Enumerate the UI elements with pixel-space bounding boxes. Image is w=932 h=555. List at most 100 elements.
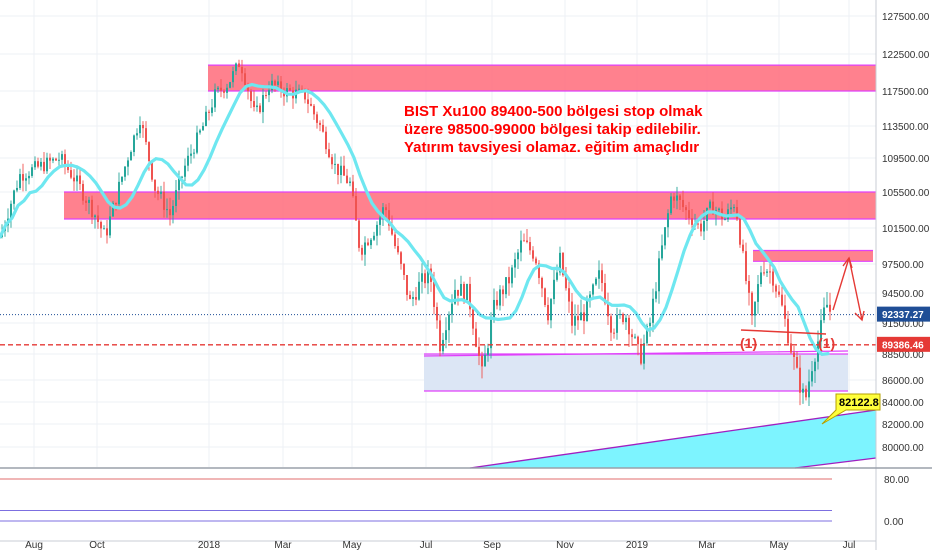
candle-body <box>781 294 783 306</box>
candle-body <box>730 207 732 210</box>
candle-body <box>640 344 642 364</box>
candle-body <box>97 215 99 222</box>
annotation-line-3: Yatırım tavsiyesi olamaz. eğitim amaçlıd… <box>404 139 699 156</box>
candle-body <box>370 239 372 246</box>
candle-body <box>814 361 816 372</box>
candle-body <box>481 355 483 367</box>
moving-average-line <box>0 82 830 356</box>
candle-body <box>682 199 684 208</box>
time-tick-label: Mar <box>698 540 716 550</box>
rising-channel-upper <box>469 409 877 469</box>
candle-body <box>220 87 222 91</box>
candle-body <box>61 154 63 160</box>
annotation-line-2: üzere 98500-99000 bölgesi takip edilebil… <box>404 121 701 138</box>
candle-body <box>460 283 462 296</box>
price-tick-label: 109500.00 <box>882 154 930 165</box>
candle-body <box>691 218 693 225</box>
candle-body <box>427 268 429 284</box>
time-tick-label: Jul <box>420 540 433 550</box>
candle-body <box>31 167 33 176</box>
indicator-tick-label: 0.00 <box>884 517 904 528</box>
candle-body <box>670 196 672 214</box>
candle-body <box>49 157 51 161</box>
candle-body <box>79 175 81 184</box>
candle-body <box>766 271 768 273</box>
candle-body <box>571 301 573 326</box>
candle-body <box>823 307 825 321</box>
candle-body <box>160 191 162 194</box>
candle-body <box>319 122 321 125</box>
candle-body <box>340 165 342 175</box>
candle-body <box>784 305 786 319</box>
candle-body <box>805 388 807 398</box>
candle-body <box>235 63 237 72</box>
candle-body <box>700 223 702 232</box>
candle-body <box>505 277 507 295</box>
candle-body <box>811 371 813 382</box>
candle-body <box>172 205 174 216</box>
candle-body <box>418 281 420 300</box>
support-upper-line <box>423 350 849 357</box>
forecast-arrow-up <box>842 256 853 269</box>
candle-body <box>523 240 525 242</box>
candle-body <box>256 105 258 108</box>
candle-body <box>421 273 423 282</box>
candle-body <box>553 279 555 300</box>
candle-body <box>202 126 204 131</box>
candle-body <box>157 190 159 194</box>
candle-body <box>208 111 210 113</box>
candle-body <box>655 291 657 299</box>
candle-body <box>163 191 165 210</box>
candle-body <box>664 227 666 246</box>
candle-body <box>271 80 273 91</box>
candle-body <box>133 135 135 153</box>
candle-body <box>364 242 366 255</box>
rising-channel-lower <box>794 457 877 469</box>
candle-body <box>520 240 522 253</box>
candle-body <box>808 381 810 398</box>
candle-body <box>616 315 618 333</box>
time-tick-label: Nov <box>556 540 574 550</box>
candle-body <box>448 314 450 331</box>
forecast-arrow-down <box>854 310 865 322</box>
candle-body <box>697 223 699 225</box>
candle-body <box>55 158 57 161</box>
candle-body <box>250 91 252 102</box>
candle-body <box>124 166 126 177</box>
candle-body <box>127 160 129 167</box>
candle-body <box>676 195 678 201</box>
candle-body <box>130 152 132 161</box>
candle-body <box>484 354 486 367</box>
candle-body <box>412 297 414 299</box>
candle-body <box>772 271 774 286</box>
candle-body <box>34 161 36 168</box>
stop-price-label: 89386.46 <box>882 340 924 351</box>
candle-body <box>331 157 333 165</box>
candle-body <box>199 130 201 133</box>
candle-body <box>217 87 219 90</box>
target-resistance-zone <box>753 250 873 262</box>
candle-body <box>742 244 744 252</box>
candle-body <box>214 89 216 108</box>
candle-body <box>493 299 495 320</box>
candle-body <box>304 88 306 100</box>
candle-body <box>703 220 705 232</box>
candle-body <box>532 250 534 259</box>
candle-body <box>790 343 792 353</box>
candle-body <box>643 343 645 364</box>
candle-body <box>112 202 114 217</box>
price-tick-label: 86000.00 <box>882 376 924 387</box>
price-tick-label: 127500.00 <box>882 12 930 23</box>
candle-body <box>241 66 243 74</box>
indicator-tick-label: 80.00 <box>884 475 909 486</box>
candle-body <box>82 183 84 201</box>
candle-body <box>13 190 15 204</box>
candle-body <box>361 247 363 255</box>
candle-body <box>193 152 195 154</box>
candle-body <box>613 332 615 334</box>
candle-body <box>487 348 489 355</box>
candle-body <box>787 318 789 344</box>
candle-body <box>406 274 408 295</box>
